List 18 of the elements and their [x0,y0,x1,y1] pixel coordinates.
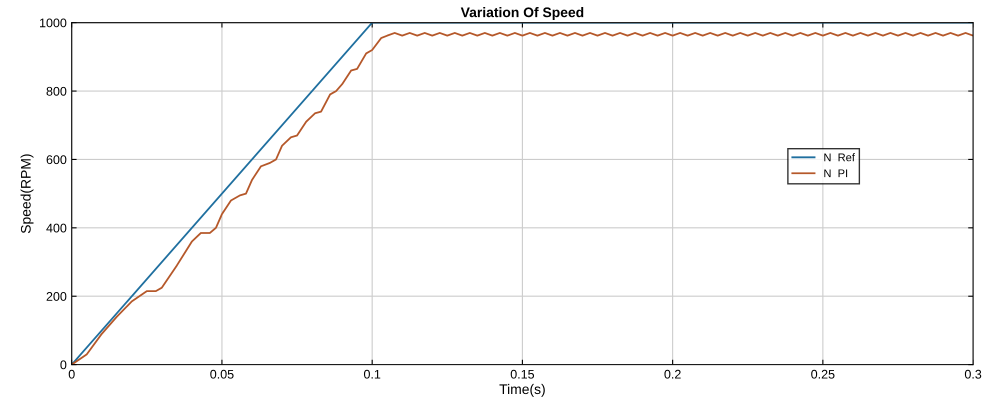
chart-title: Variation Of Speed [460,7,584,20]
legend-label: N Ref [824,153,855,162]
legend-label: N PI [824,169,848,178]
x-axis-title: Time(s) [499,384,545,397]
x-tick-label: 0.3 [964,370,982,379]
x-tick-label: 0.2 [664,370,681,379]
y-tick-label: 1000 [40,18,66,28]
y-tick-label: 200 [46,292,66,301]
x-tick-label: 0.15 [510,370,534,379]
y-tick-label: 400 [46,224,66,232]
x-tick-label: 0.25 [811,370,835,379]
y-tick-label: 0 [60,360,66,370]
x-tick-label: 0.05 [210,370,234,379]
x-tick-label: 0.1 [364,370,380,379]
y-tick-label: 800 [46,86,66,96]
y-tick-label: 600 [46,155,66,164]
y-axis-title: Speed(RPM) [20,154,34,234]
x-tick-label: 0 [68,370,75,379]
